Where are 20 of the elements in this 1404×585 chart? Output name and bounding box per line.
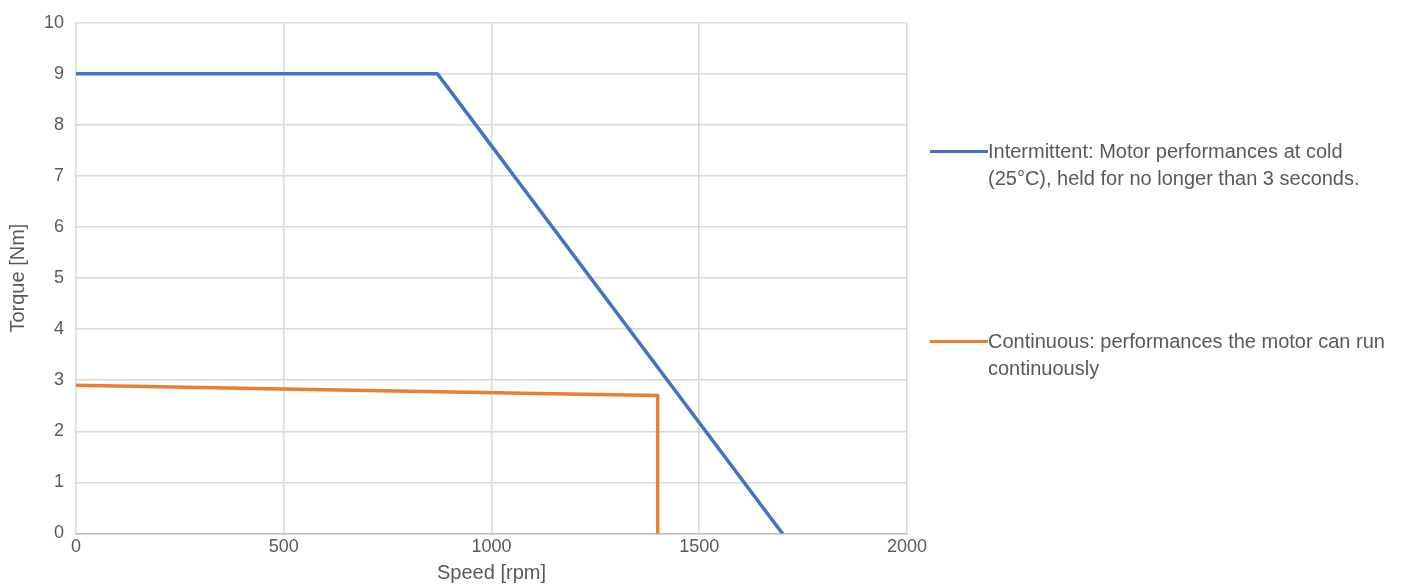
- y-tick-label: 9: [54, 62, 65, 83]
- x-tick-label: 1500: [679, 536, 720, 557]
- y-tick-label: 8: [54, 113, 65, 134]
- x-tick-label: 1000: [471, 536, 512, 557]
- legend-label: Intermittent: Motor performances at cold (25°C), held for no longer than 3 seconds.: [988, 139, 1361, 191]
- x-tick-label: 2000: [886, 536, 927, 557]
- y-tick-label: 2: [54, 420, 65, 441]
- y-tick-label: 3: [54, 369, 65, 390]
- legend-label: Continuous: performances the motor can run continuously: [988, 329, 1386, 381]
- y-tick-label: 6: [54, 216, 65, 237]
- y-tick-label: 5: [54, 267, 65, 288]
- y-tick-label: 1: [54, 471, 65, 492]
- y-tick-label: 7: [54, 164, 65, 185]
- y-axis-title: Torque [Nm]: [5, 223, 28, 333]
- y-tick-label: 10: [43, 11, 65, 32]
- x-tick-label: 0: [71, 536, 82, 557]
- y-tick-label: 0: [54, 522, 65, 543]
- x-tick-label: 500: [268, 536, 299, 557]
- y-tick-label: 4: [54, 318, 65, 339]
- x-axis-title: Speed [rpm]: [437, 560, 546, 583]
